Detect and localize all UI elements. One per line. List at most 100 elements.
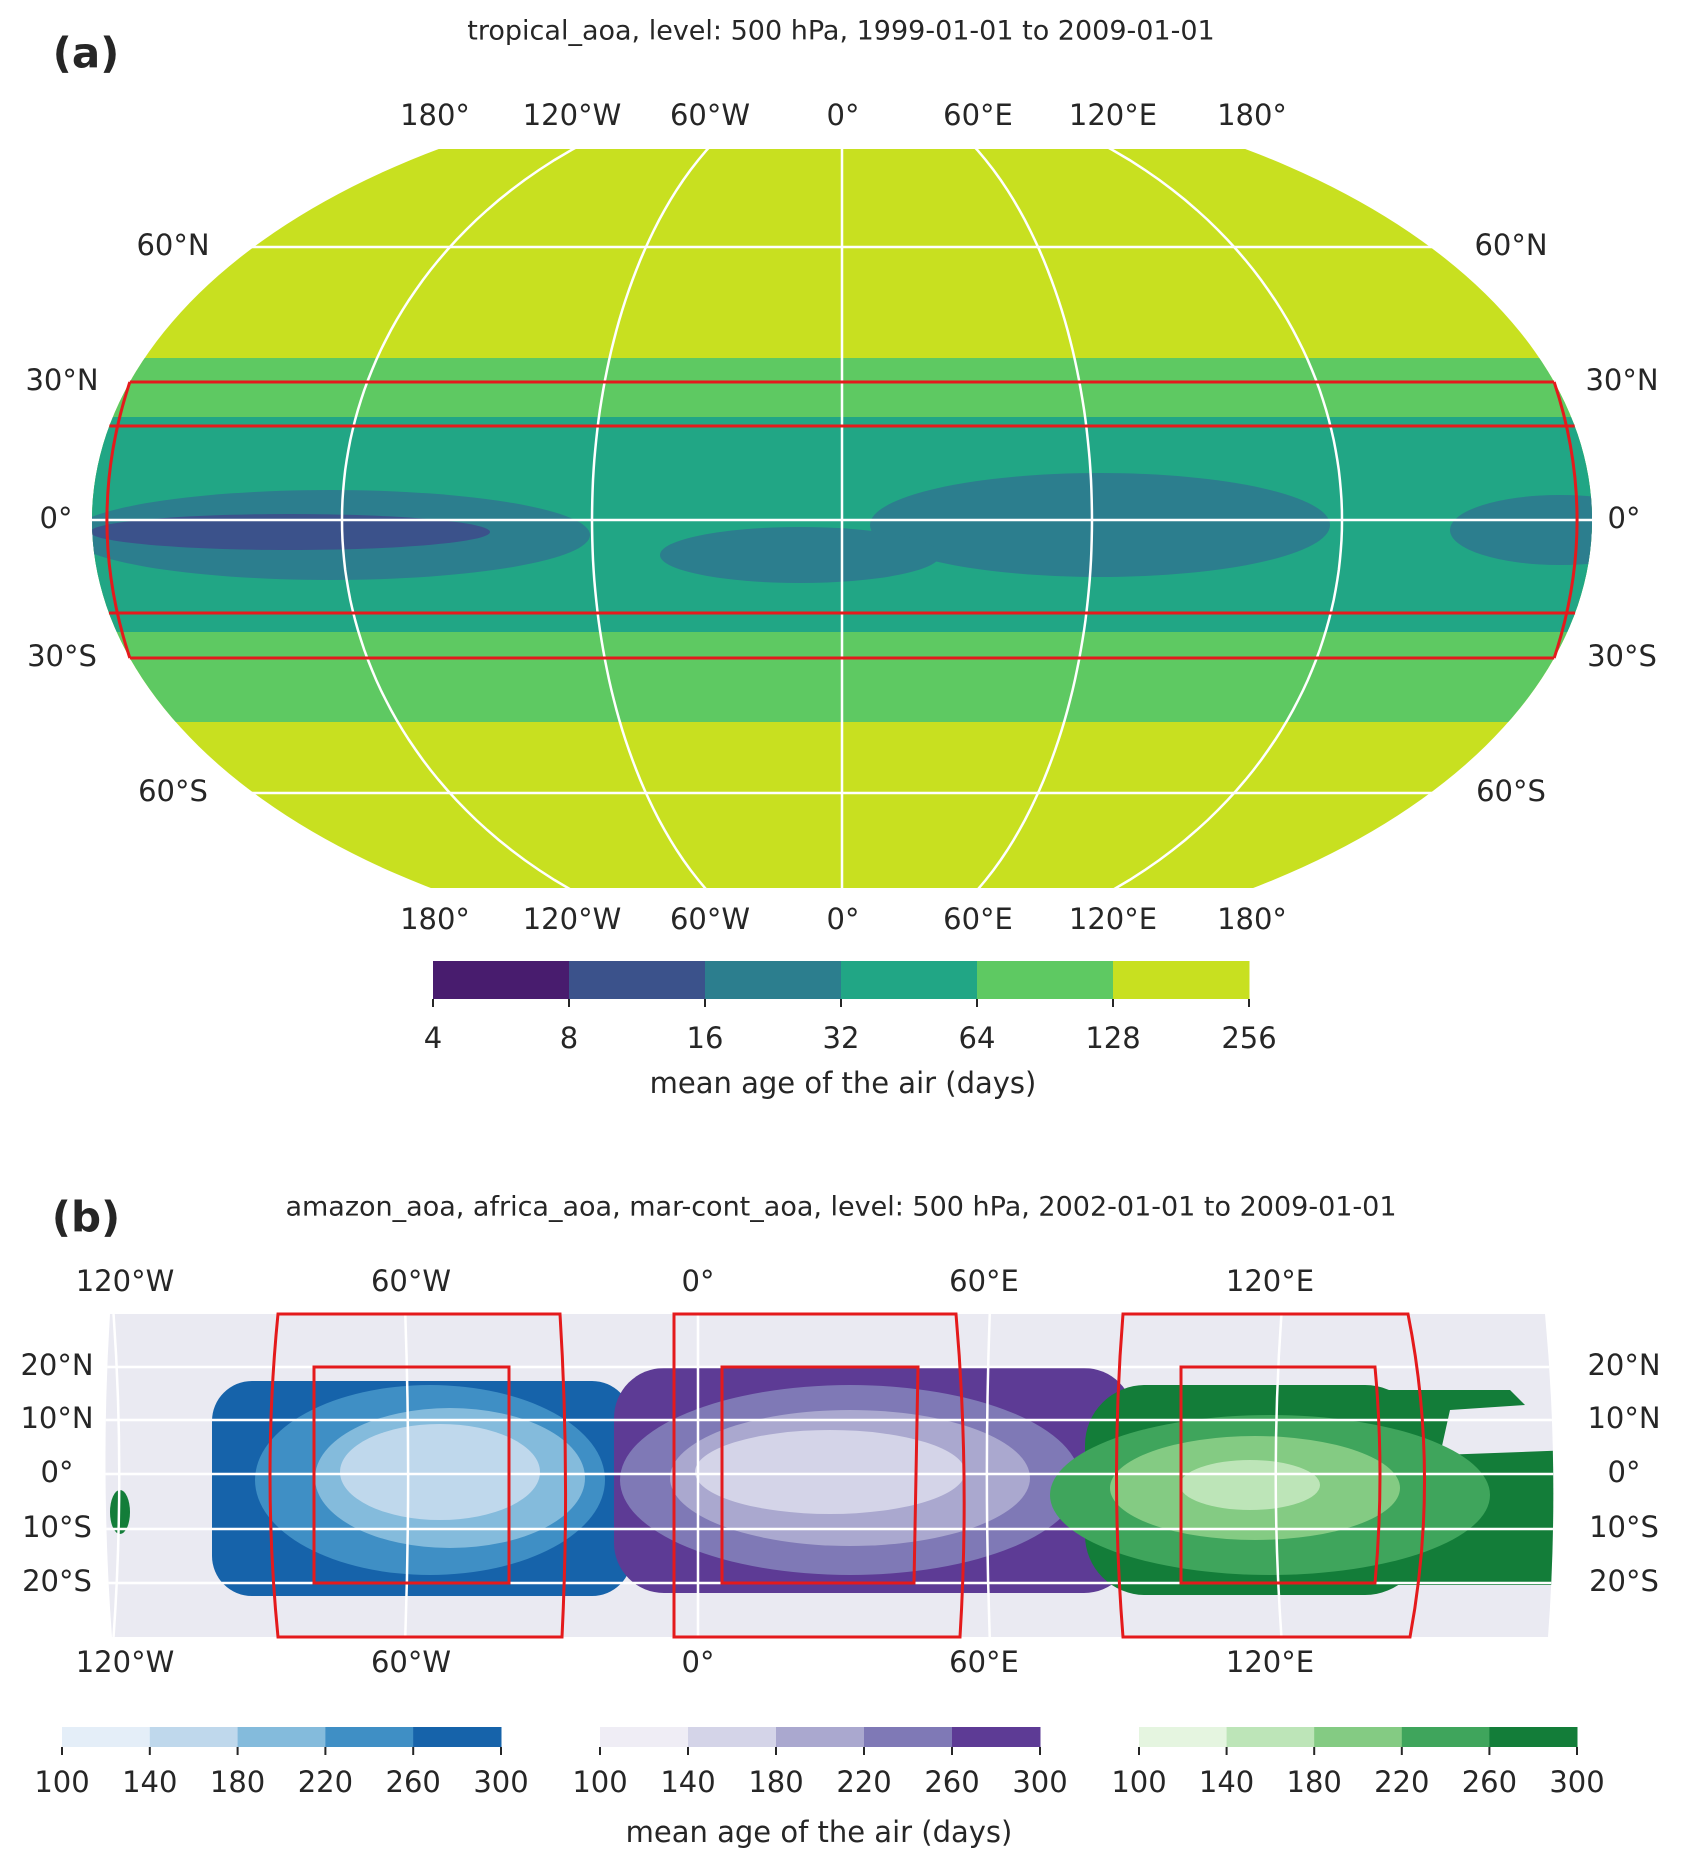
meridian	[1274, 1314, 1283, 1637]
lon-label: 0°	[682, 1264, 715, 1298]
colorbar-tick-label: 260	[1462, 1765, 1517, 1799]
colorbar-tick-label: 4	[424, 1021, 442, 1055]
lat-label: 10°S	[22, 1510, 92, 1544]
lon-label: 120°W	[523, 98, 622, 132]
colorbar-tick-label: 8	[560, 1021, 578, 1055]
colorbar-tick-label: 100	[1111, 1765, 1166, 1799]
region-edge	[105, 381, 132, 659]
lon-label: 120°E	[1069, 98, 1157, 132]
lon-label: 180°	[1217, 902, 1287, 936]
colorbar-segment	[776, 1727, 865, 1747]
colorbar-segment	[705, 961, 842, 999]
colorbar-segment	[1113, 961, 1250, 999]
panel-title: amazon_aoa, africa_aoa, mar-cont_aoa, le…	[285, 1192, 1396, 1223]
colorbar-tick-label: 220	[836, 1765, 891, 1799]
lon-label: 0°	[682, 1645, 715, 1679]
panel-title: tropical_aoa, level: 500 hPa, 1999-01-01…	[467, 16, 1214, 47]
colorbar-segment	[433, 961, 570, 999]
panel-label: (b)	[52, 1193, 120, 1242]
colorbar-tick-label: 64	[959, 1021, 996, 1055]
colorbar-segment	[841, 961, 978, 999]
colorbar-tick-label: 220	[1374, 1765, 1429, 1799]
lon-label: 60°W	[371, 1264, 451, 1298]
meridian	[112, 1314, 121, 1637]
colorbar-segment	[1226, 1727, 1315, 1747]
lon-label: 120°E	[1226, 1264, 1314, 1298]
panel-label: (a)	[53, 29, 120, 78]
colorbar-segment	[149, 1727, 239, 1747]
colorbar-tick-label: 180	[748, 1765, 803, 1799]
colorbar-tick-label: 140	[1199, 1765, 1254, 1799]
lon-label: 60°W	[371, 1645, 451, 1679]
lat-label: 10°N	[20, 1401, 93, 1435]
lat-label: 30°S	[27, 639, 97, 673]
lon-label: 120°W	[523, 902, 622, 936]
colorbar-tick-label: 180	[1287, 1765, 1342, 1799]
lat-label: 0°	[1608, 501, 1641, 535]
colorbar-title: mean age of the air (days)	[626, 1815, 1013, 1849]
lat-label: 0°	[40, 501, 73, 535]
lon-label: 60°W	[670, 98, 750, 132]
lon-label: 120°E	[1069, 902, 1157, 936]
lat-label: 60°N	[136, 228, 209, 262]
colorbar-segment	[1489, 1727, 1578, 1747]
lat-label: 30°N	[1585, 363, 1658, 397]
lon-label: 60°E	[943, 902, 1013, 936]
lon-label: 0°	[827, 98, 860, 132]
lat-label: 20°N	[1587, 1348, 1660, 1382]
lon-label: 120°W	[76, 1264, 175, 1298]
lat-label: 20°S	[22, 1564, 92, 1598]
lat-label: 60°S	[138, 774, 208, 808]
lon-label: 180°	[400, 902, 470, 936]
colorbar-segment	[62, 1727, 151, 1747]
lat-label: 10°N	[1587, 1401, 1660, 1435]
lat-label: 30°S	[1587, 639, 1657, 673]
lat-label: 0°	[1608, 1455, 1641, 1489]
meridian	[974, 149, 1094, 888]
colorbar-tick-label: 140	[660, 1765, 715, 1799]
colorbar-tick-label: 180	[210, 1765, 265, 1799]
lon-label: 120°W	[76, 1645, 175, 1679]
colorbar-tick-label: 300	[473, 1765, 528, 1799]
colorbar-segment	[977, 961, 1114, 999]
colorbar-tick-label: 220	[298, 1765, 353, 1799]
colorbar-tick-label: 128	[1085, 1021, 1140, 1055]
colorbar-segment	[952, 1727, 1041, 1747]
lat-label: 10°S	[1589, 1510, 1659, 1544]
colorbar-segment	[600, 1727, 689, 1747]
lat-label: 0°	[41, 1455, 74, 1489]
colorbar-tick-label: 300	[1549, 1765, 1604, 1799]
lat-label: 20°N	[20, 1348, 93, 1382]
colorbar-tick-label: 260	[924, 1765, 979, 1799]
region-edge	[1552, 381, 1579, 659]
colorbar-tick-label: 140	[122, 1765, 177, 1799]
colorbar-segment	[569, 961, 706, 999]
lat-label: 60°S	[1476, 774, 1546, 808]
colorbar-tick-label: 300	[1012, 1765, 1067, 1799]
colorbar-tick-label: 32	[823, 1021, 860, 1055]
region-boxes	[268, 1312, 1427, 1639]
lon-label: 60°W	[670, 902, 750, 936]
colorbar-tick-label: 100	[572, 1765, 627, 1799]
lon-label: 120°E	[1226, 1645, 1314, 1679]
meridian	[1108, 149, 1344, 888]
lon-label: 180°	[400, 98, 470, 132]
colorbar-title: mean age of the air (days)	[650, 1066, 1037, 1100]
colorbar-segment	[864, 1727, 953, 1747]
meridian	[340, 149, 576, 888]
meridian	[985, 1314, 991, 1637]
lon-label: 60°E	[943, 98, 1013, 132]
lon-label: 60°E	[949, 1645, 1019, 1679]
colorbar-segment	[413, 1727, 502, 1747]
lat-label: 60°N	[1474, 228, 1547, 262]
meridian	[404, 1314, 410, 1637]
colorbar-segment	[1401, 1727, 1490, 1747]
lon-label: 180°	[1217, 98, 1287, 132]
colorbar-segment	[1314, 1727, 1403, 1747]
lon-label: 60°E	[949, 1264, 1019, 1298]
lon-label: 0°	[827, 902, 860, 936]
colorbar-segment	[688, 1727, 777, 1747]
colorbar-tick-label: 256	[1221, 1021, 1276, 1055]
colorbar-segment	[1139, 1727, 1228, 1747]
